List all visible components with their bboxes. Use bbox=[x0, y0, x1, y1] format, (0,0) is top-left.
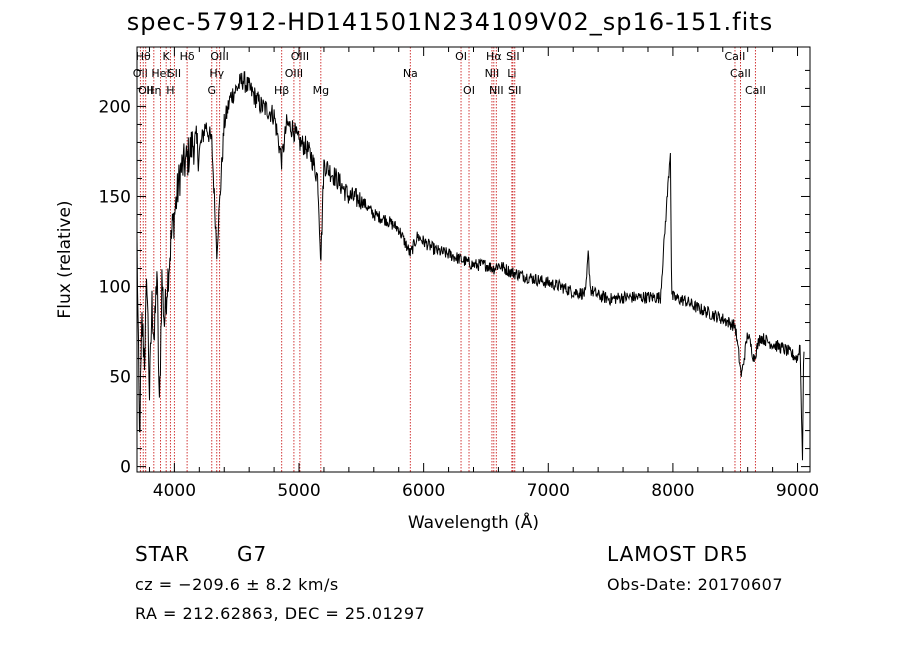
line-marker-label: NII bbox=[485, 67, 500, 80]
line-marker-label: SII bbox=[508, 84, 521, 97]
line-marker-label: OIII bbox=[291, 50, 309, 63]
y-tick-label: 150 bbox=[99, 187, 131, 207]
line-marker-label: Hβ bbox=[274, 84, 289, 97]
line-marker-label: K bbox=[163, 50, 171, 63]
y-tick-label: 0 bbox=[120, 458, 131, 478]
redshift-cz: cz = −209.6 ± 8.2 km/s bbox=[135, 575, 339, 594]
x-tick-label: 9000 bbox=[776, 481, 819, 501]
plot-frame bbox=[136, 46, 811, 473]
line-marker-label: Na bbox=[403, 67, 418, 80]
x-tick-label: 5000 bbox=[277, 481, 320, 501]
chart-title: spec-57912-HD141501N234109V02_sp16-151.f… bbox=[126, 8, 774, 36]
x-tick-label: 7000 bbox=[527, 481, 570, 501]
ra-dec: RA = 212.62863, DEC = 25.01297 bbox=[135, 604, 426, 623]
x-tick-label: 8000 bbox=[651, 481, 694, 501]
y-tick-label: 200 bbox=[99, 97, 131, 117]
line-marker-label: Mg bbox=[313, 84, 329, 97]
line-marker-label: Hα bbox=[486, 50, 502, 63]
line-marker-label: H bbox=[166, 84, 174, 97]
y-tick-label: 50 bbox=[109, 368, 131, 388]
line-marker-label: OIII bbox=[285, 67, 303, 80]
y-axis-label: Flux (relative) bbox=[55, 200, 75, 318]
line-marker-label: CaII bbox=[745, 84, 766, 97]
line-marker-label: Hθ bbox=[136, 50, 151, 63]
survey-name: LAMOST DR5 bbox=[607, 542, 749, 566]
line-marker-label: G bbox=[208, 84, 217, 97]
line-marker-label: SII bbox=[168, 67, 181, 80]
x-tick-label: 4000 bbox=[153, 481, 196, 501]
object-class: STAR bbox=[135, 542, 190, 566]
line-marker-label: HeI bbox=[151, 67, 169, 80]
spectrum-line bbox=[136, 71, 805, 461]
line-marker-label: CaII bbox=[730, 67, 751, 80]
line-marker-label: Hγ bbox=[209, 67, 224, 80]
line-marker-label: CaII bbox=[725, 50, 746, 63]
line-marker-label: OI bbox=[455, 50, 467, 63]
object-subclass: G7 bbox=[237, 542, 268, 566]
observation-date: Obs-Date: 20170607 bbox=[607, 575, 784, 594]
line-marker-label: SII bbox=[506, 50, 519, 63]
y-tick-label: 100 bbox=[99, 278, 131, 298]
line-marker-label: OIII bbox=[210, 50, 228, 63]
line-marker-label: OI bbox=[463, 84, 475, 97]
line-marker-label: Hδ bbox=[180, 50, 195, 63]
line-marker-label: NII bbox=[489, 84, 504, 97]
line-marker-label: Li bbox=[507, 67, 516, 80]
x-axis-label: Wavelength (Å) bbox=[408, 511, 539, 533]
x-tick-label: 6000 bbox=[402, 481, 445, 501]
line-marker-label: OII bbox=[138, 84, 153, 97]
line-marker-label: Hη bbox=[146, 84, 161, 97]
